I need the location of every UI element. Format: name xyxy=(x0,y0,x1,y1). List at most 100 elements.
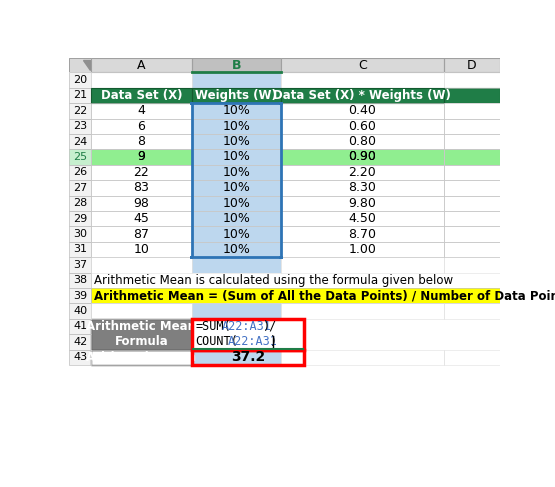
Bar xyxy=(69,257,91,273)
Text: 41: 41 xyxy=(73,321,87,331)
Bar xyxy=(281,88,443,103)
Text: Data Set (X): Data Set (X) xyxy=(100,89,182,102)
Bar xyxy=(91,350,192,365)
Bar xyxy=(91,180,192,195)
Bar xyxy=(443,211,500,226)
Bar xyxy=(443,180,500,195)
Text: Arithmetic Mean: Arithmetic Mean xyxy=(87,320,196,333)
Bar xyxy=(443,150,500,165)
Bar xyxy=(281,211,443,226)
Bar xyxy=(281,257,443,273)
Text: 10%: 10% xyxy=(223,120,250,132)
Text: 2.20: 2.20 xyxy=(349,166,376,179)
Bar xyxy=(69,273,91,288)
Text: 0.90: 0.90 xyxy=(349,150,376,164)
Bar xyxy=(279,102,282,105)
Text: =SUM(: =SUM( xyxy=(196,320,231,333)
Bar xyxy=(443,150,500,165)
Bar xyxy=(91,211,192,226)
Bar xyxy=(281,72,443,88)
Text: 0.60: 0.60 xyxy=(349,120,376,132)
Bar xyxy=(91,242,192,257)
Text: 10%: 10% xyxy=(223,166,250,179)
Bar xyxy=(281,195,443,211)
Text: 25: 25 xyxy=(73,152,87,162)
Text: 0.40: 0.40 xyxy=(349,104,376,117)
Bar xyxy=(69,195,91,211)
Text: 38: 38 xyxy=(73,275,87,285)
Bar xyxy=(281,150,443,165)
Bar xyxy=(69,72,91,88)
Text: Formula: Formula xyxy=(114,336,168,348)
Text: 20: 20 xyxy=(73,75,87,85)
Bar xyxy=(91,150,192,165)
Text: 8.30: 8.30 xyxy=(349,181,376,194)
Bar xyxy=(192,318,304,350)
Bar xyxy=(69,303,91,318)
Bar xyxy=(443,350,500,365)
Bar xyxy=(190,102,193,105)
Bar xyxy=(69,242,91,257)
Bar xyxy=(69,257,91,273)
Bar xyxy=(281,242,443,257)
Text: 37.2: 37.2 xyxy=(231,350,265,364)
Text: 42: 42 xyxy=(73,337,87,347)
Bar xyxy=(443,242,500,257)
Bar xyxy=(281,165,443,180)
Bar xyxy=(281,350,443,365)
Text: A: A xyxy=(137,59,146,72)
Text: 9: 9 xyxy=(138,150,145,164)
Bar xyxy=(91,103,192,118)
Bar xyxy=(192,165,281,180)
Bar xyxy=(91,165,192,180)
Bar xyxy=(91,103,192,118)
Bar xyxy=(69,165,91,180)
Bar xyxy=(281,165,443,180)
Bar xyxy=(443,242,500,257)
Bar xyxy=(91,88,192,103)
Bar xyxy=(443,211,500,226)
Text: 39: 39 xyxy=(73,291,87,300)
Bar xyxy=(192,103,281,118)
Bar xyxy=(443,195,500,211)
Text: A22:A31: A22:A31 xyxy=(228,336,278,348)
Bar xyxy=(91,180,192,195)
Text: 30: 30 xyxy=(73,229,87,239)
Bar xyxy=(69,88,91,103)
Text: Arithmetic Mean is calculated using the formula given below: Arithmetic Mean is calculated using the … xyxy=(94,274,453,287)
Bar xyxy=(69,134,91,150)
Text: COUNT(: COUNT( xyxy=(196,336,239,348)
Text: 10%: 10% xyxy=(223,104,250,117)
Bar xyxy=(443,118,500,134)
Bar xyxy=(69,303,91,318)
Bar xyxy=(192,257,281,273)
Bar xyxy=(281,180,443,195)
Bar xyxy=(443,118,500,134)
Text: Arithmetic Mean = (Sum of All the Data Points) / Number of Data Points: Arithmetic Mean = (Sum of All the Data P… xyxy=(94,289,555,302)
Bar xyxy=(69,88,91,103)
Bar xyxy=(69,134,91,150)
Bar xyxy=(281,350,443,365)
Bar xyxy=(91,350,192,365)
Text: 83: 83 xyxy=(134,181,149,194)
Bar xyxy=(281,150,443,165)
Bar xyxy=(91,118,192,134)
Bar xyxy=(281,58,443,72)
Bar xyxy=(443,303,500,318)
Text: 8.70: 8.70 xyxy=(349,227,376,241)
Bar xyxy=(281,257,443,273)
Text: Arithmetic Mean: Arithmetic Mean xyxy=(87,351,196,364)
Bar xyxy=(192,226,281,242)
Bar xyxy=(91,288,500,303)
Text: 22: 22 xyxy=(134,166,149,179)
Text: 10%: 10% xyxy=(223,181,250,194)
Bar xyxy=(443,180,500,195)
Text: Data Set (X) * Weights (W): Data Set (X) * Weights (W) xyxy=(274,89,451,102)
Bar xyxy=(443,134,500,150)
Bar xyxy=(192,318,304,350)
Text: 87: 87 xyxy=(133,227,149,241)
Bar xyxy=(69,273,91,288)
Text: 4: 4 xyxy=(138,104,145,117)
Text: 98: 98 xyxy=(134,197,149,210)
Text: A22:A31: A22:A31 xyxy=(222,320,272,333)
